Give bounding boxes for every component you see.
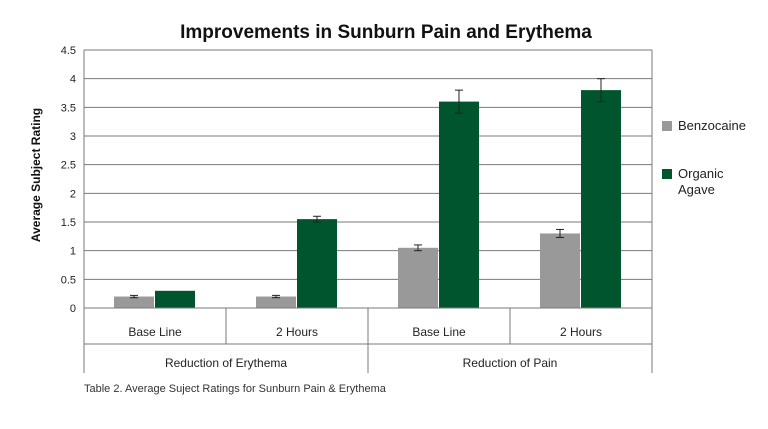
y-tick-label: 3.5	[61, 102, 76, 114]
legend: Benzocaine Organic Agave	[662, 118, 758, 230]
x-tick-label: 2 Hours	[276, 325, 318, 339]
bars	[114, 78, 621, 308]
axes: 0 0.5 1 1.5 2 2.5 3 3.5 4 4.5 Base Line 2 Hours Base…	[61, 45, 653, 373]
error-bar	[313, 215, 321, 223]
chart-title: Improvements in Sunburn Pain and Erythem…	[180, 22, 592, 43]
bar-benzocaine	[398, 247, 438, 308]
legend-swatch-benzocaine	[662, 121, 672, 131]
bar-organic-agave	[155, 290, 195, 308]
y-tick-label: 4	[70, 74, 76, 86]
y-tick-label: 4.5	[61, 45, 76, 57]
y-tick-label: 3	[70, 131, 76, 143]
legend-item-benzocaine: Benzocaine	[662, 118, 758, 134]
legend-label-organic-agave: Organic Agave	[678, 166, 724, 197]
y-tick-label: 1.5	[61, 217, 76, 229]
legend-label-benzocaine: Benzocaine	[678, 118, 746, 133]
x-group-label: Reduction of Erythema	[165, 356, 287, 370]
y-tick-label: 1	[70, 246, 76, 258]
x-tick-label: Base Line	[128, 325, 182, 339]
legend-swatch-organic-agave	[662, 169, 672, 179]
bar-organic-agave	[439, 101, 479, 308]
y-tick-label: 2	[70, 188, 76, 200]
error-bar	[414, 244, 422, 252]
error-bar	[455, 89, 463, 114]
x-tick-label: Base Line	[412, 325, 466, 339]
error-bar	[597, 78, 605, 103]
error-bar	[556, 228, 564, 238]
gridlines	[84, 49, 652, 280]
legend-item-organic-agave: Organic Agave	[662, 166, 758, 198]
y-tick-label: 2.5	[61, 160, 76, 172]
bar-benzocaine	[540, 233, 580, 308]
bar-benzocaine	[114, 296, 154, 308]
y-tick-label: 0.5	[61, 274, 76, 286]
bar-organic-agave	[297, 219, 337, 308]
y-axis-label: Average Subject Rating	[29, 108, 43, 242]
y-tick-label: 0	[70, 303, 76, 315]
bar-organic-agave	[581, 90, 621, 308]
bar-benzocaine	[256, 296, 296, 308]
x-group-label: Reduction of Pain	[463, 356, 558, 370]
error-bar	[130, 294, 138, 299]
error-bar	[272, 294, 280, 299]
figure-caption: Table 2. Average Suject Ratings for Sunb…	[84, 383, 386, 395]
x-tick-label: 2 Hours	[560, 325, 602, 339]
